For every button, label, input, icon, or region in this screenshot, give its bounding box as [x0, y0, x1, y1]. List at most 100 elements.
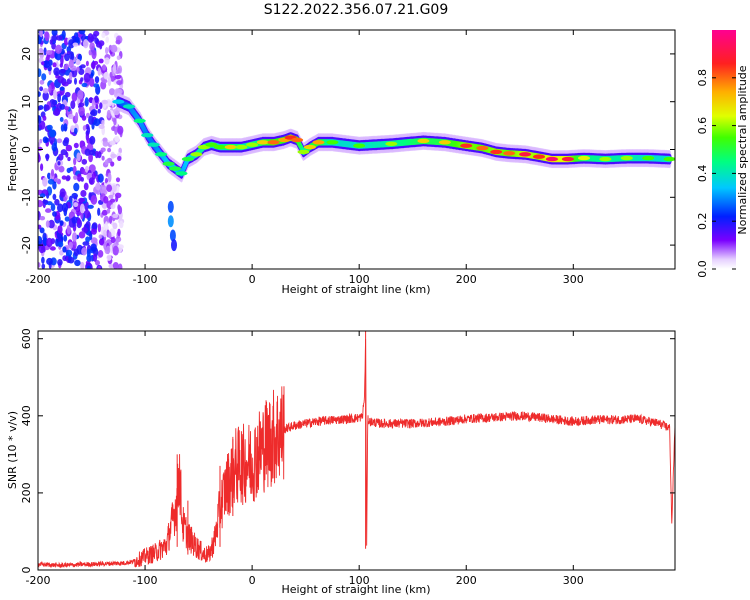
spectrogram-noise-cell: [38, 36, 42, 45]
spectrogram-noise-cell: [45, 220, 50, 228]
spectrogram-noise-cell: [82, 241, 90, 246]
spectrogram-noise-cell: [112, 213, 119, 219]
spectrogram-noise-cell: [54, 198, 60, 206]
spectrogram-noise-cell: [65, 175, 71, 181]
spectrogram-noise-cell: [72, 42, 79, 47]
spectrogram-y-axis-label: Frequency (Hz): [6, 109, 19, 192]
spectrogram-ridge-peak: [385, 141, 398, 146]
spectrogram-noise-cell: [110, 204, 116, 210]
spectrogram-noise-cell: [53, 90, 58, 100]
spectrogram-noise-cell: [119, 84, 124, 89]
spectrogram-noise-cell: [40, 163, 44, 171]
spectrogram-side-lobe: [167, 215, 174, 228]
spectrogram-noise-cell: [73, 157, 77, 166]
spectrogram-noise-cell: [63, 234, 68, 242]
spectrogram-noise-cell: [98, 238, 105, 246]
spectrogram-noise-cell: [72, 232, 77, 242]
spectrogram-noise-cell: [71, 216, 78, 224]
spectrogram-noise-cell: [107, 147, 112, 153]
spectrogram-noise-cell: [39, 79, 45, 85]
snr-panel: -200 -100 0 100 200 300 0 200 400 600 Height of …: [6, 328, 676, 596]
spectrogram-ridge-peak: [519, 152, 532, 157]
spectrogram-x-tick-label: 300: [563, 273, 584, 286]
spectrogram-noise-cell: [112, 262, 119, 269]
spectrogram-noise-cell: [98, 124, 105, 129]
snr-x-axis-label: Height of straight line (km): [281, 583, 430, 596]
spectrogram-noise-cell: [109, 88, 115, 96]
spectrogram-noise-cell: [78, 106, 85, 116]
spectrogram-noise-cell: [55, 44, 62, 54]
spectrogram-noise-cell: [73, 202, 79, 208]
spectrogram-ridge-peak: [326, 140, 339, 145]
spectrogram-noise-cell: [119, 220, 124, 229]
spectrogram-noise-cell: [63, 123, 68, 132]
colorbar-tick-label: 0.4: [696, 165, 709, 183]
spectrogram-noise-cell: [114, 127, 118, 135]
spectrogram-noise-cell: [68, 39, 75, 49]
spectrogram-noise-cell: [57, 203, 64, 213]
spectrogram-ridge-peak: [642, 155, 655, 161]
spectrogram-noise-cell: [39, 216, 46, 221]
spectrogram-ridge-peak: [438, 140, 451, 145]
spectrogram-noise-cell: [117, 125, 124, 135]
spectrogram-noise-cell: [101, 32, 106, 38]
spectrogram-noise-cell: [94, 150, 99, 159]
spectrogram-noise-cell: [39, 193, 46, 198]
spectrogram-noise-cell: [108, 194, 114, 199]
spectrogram-noise-cell: [38, 243, 46, 254]
spectrogram-noise-cell: [43, 104, 50, 111]
colorbar-label: Normalized spectral amplitude: [736, 65, 749, 234]
spectrogram-noise-cell: [86, 254, 92, 262]
spectrogram-noise-cell: [66, 167, 72, 174]
spectrogram-noise-cell: [70, 125, 76, 133]
spectrogram-y-tick-label: -20: [20, 236, 33, 254]
figure-title: S122.2022.356.07.21.G09: [264, 2, 449, 18]
spectrogram-noise-cell: [105, 47, 109, 55]
spectrogram-noise-cell: [97, 223, 102, 233]
spectrogram-noise-cell: [67, 156, 71, 162]
spectrogram-x-axis-label: Height of straight line (km): [281, 283, 430, 296]
spectrogram-ridge-peak: [545, 156, 558, 162]
spectrogram-noise-cell: [71, 92, 78, 102]
spectrogram-noise-cell: [77, 217, 81, 225]
spectrogram-noise-cell: [45, 50, 53, 55]
spectrogram-noise-cell: [113, 118, 117, 126]
spectrogram-noise-cell: [82, 125, 87, 131]
spectrogram-noise-cell: [115, 69, 120, 75]
spectrogram-noise-cell: [89, 135, 96, 145]
spectrogram-noise-cell: [61, 175, 67, 180]
spectrogram-noise-cell: [84, 148, 91, 156]
spectrogram-noise-cell: [117, 204, 121, 211]
spectrogram-noise-cell: [90, 243, 97, 252]
spectrogram-noise-cell: [48, 219, 55, 229]
spectrogram-noise-cell: [81, 227, 88, 233]
snr-y-tick-label: 200: [20, 482, 33, 503]
spectrogram-noise-cell: [38, 154, 41, 163]
spectrogram-noise-cell: [60, 69, 66, 74]
spectrogram-noise-cell: [65, 144, 73, 152]
spectrogram-noise-cell: [83, 39, 89, 49]
spectrogram-ridge-peak: [578, 155, 590, 161]
spectrogram-noise-cell: [63, 64, 69, 71]
spectrogram-noise-cell: [81, 82, 88, 88]
spectrogram-ridge-peak: [620, 155, 633, 161]
spectrogram-noise-cell: [118, 263, 123, 269]
spectrogram-noise-cell: [86, 125, 91, 135]
spectrogram-noise-cell: [115, 192, 122, 199]
snr-x-tick-label: 200: [456, 574, 477, 587]
spectrogram-noise-cell: [91, 98, 95, 109]
spectrogram-noise-cell: [92, 253, 98, 262]
spectrogram-noise-cell: [98, 58, 104, 64]
snr-y-tick-label: 600: [20, 328, 33, 349]
spectrogram-y-tick-label: 0: [20, 146, 33, 153]
spectrogram-noise-cell: [69, 51, 73, 60]
spectrogram-noise-cell: [84, 97, 89, 107]
spectrogram-ridge-peak: [490, 149, 503, 155]
spectrogram-noise-cell: [38, 47, 44, 53]
spectrogram-noise-cell: [57, 161, 61, 166]
colorbar-ticks: 0.0 0.2 0.4 0.6 0.8: [696, 69, 736, 278]
spectrogram-ridge-peak: [133, 118, 146, 124]
spectrogram-noise-cell: [38, 91, 41, 97]
spectrogram-noise-cell: [111, 185, 117, 192]
spectrogram-noise-cell: [51, 142, 58, 152]
